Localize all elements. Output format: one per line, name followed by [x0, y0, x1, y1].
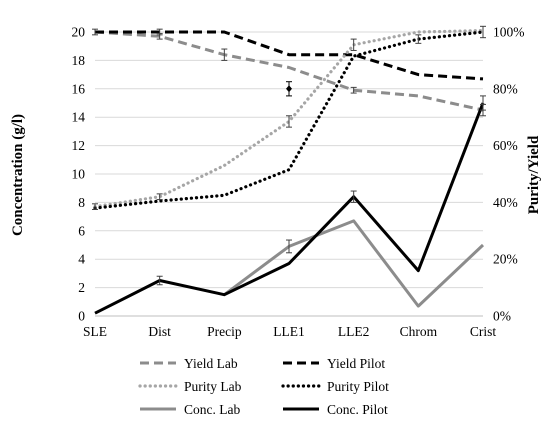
series-line-yield-lab [94, 30, 484, 112]
legend-label: Purity Pilot [327, 379, 389, 394]
error-bars [92, 25, 486, 286]
x-tick-label: Precip [207, 324, 242, 339]
y-right-tick-label: 60% [493, 138, 518, 153]
annotation-marker [286, 85, 292, 93]
legend-label: Yield Pilot [327, 356, 385, 371]
legend-label: Purity Lab [184, 379, 242, 394]
y-right-tick-label: 80% [493, 81, 518, 96]
x-tick-label: Crist [470, 324, 497, 339]
y-right-tick-label: 0% [493, 309, 511, 324]
x-tick-label: LLE2 [338, 324, 370, 339]
x-axis-ticks: SLE Dist Precip LLE1 LLE2 Chrom Crist [83, 324, 496, 339]
right-axis-ticks: 0% 20% 40% 60% 80% 100% [493, 25, 525, 324]
x-tick-label: Chrom [400, 324, 438, 339]
y-left-tick-label: 20 [72, 25, 86, 40]
left-axis-ticks: 0 2 4 6 8 10 12 14 16 18 20 [72, 25, 86, 324]
y-left-tick-label: 6 [78, 223, 85, 238]
y-left-tick-label: 8 [78, 195, 85, 210]
y-left-tick-label: 12 [72, 138, 86, 153]
legend-label: Conc. Lab [184, 402, 240, 417]
y-left-tick-label: 4 [78, 252, 85, 267]
y-left-tick-label: 10 [72, 167, 86, 182]
y-left-tick-label: 0 [78, 309, 85, 324]
y-left-tick-label: 14 [72, 110, 86, 125]
x-tick-label: Dist [148, 324, 171, 339]
x-tick-label: LLE1 [273, 324, 305, 339]
y-right-tick-label: 20% [493, 252, 518, 267]
legend: Yield Lab Yield Pilot Purity Lab Purity Pil… [138, 356, 389, 417]
y-left-tick-label: 16 [72, 81, 86, 96]
y-left-tick-label: 2 [78, 280, 85, 295]
y-left-tick-label: 18 [72, 53, 86, 68]
legend-label: Yield Lab [184, 356, 238, 371]
series-line-conc-pilot [94, 102, 485, 315]
y-right-tick-label: 40% [493, 195, 518, 210]
legend-label: Conc. Pilot [327, 402, 388, 417]
y-axis-right-label: Purity/Yield [526, 135, 542, 214]
x-tick-label: SLE [83, 324, 107, 339]
y-right-tick-label: 100% [493, 25, 525, 40]
series-group [93, 29, 485, 315]
series-line-conc-lab [223, 219, 485, 308]
y-axis-left-label: Concentration (g/l) [10, 114, 26, 236]
